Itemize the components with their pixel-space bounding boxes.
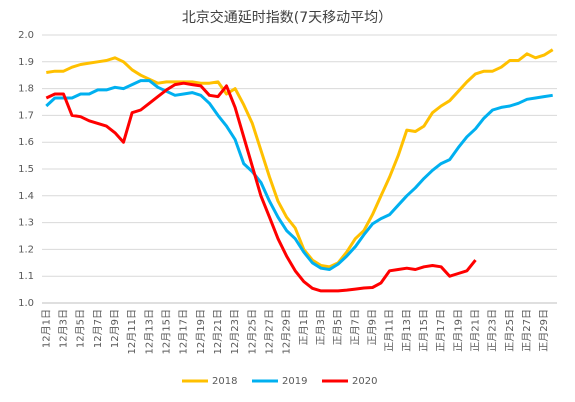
y-tick-label: 1.3 — [18, 218, 34, 229]
legend-label: 2019 — [282, 376, 307, 387]
x-tick-label: 12月15日 — [160, 309, 172, 354]
x-tick-label: 正月17日 — [435, 309, 447, 352]
y-tick-label: 1.0 — [18, 298, 34, 309]
y-tick-label: 1.6 — [18, 137, 34, 148]
x-tick-label: 正月21日 — [469, 309, 481, 352]
line-series — [46, 48, 554, 269]
x-tick-label: 正月1日 — [298, 309, 310, 345]
x-tick-label: 正月29日 — [538, 309, 550, 352]
x-tick-label: 正月13日 — [401, 309, 413, 352]
x-tick-label: 正月23日 — [487, 309, 499, 352]
y-tick-label: 2.0 — [18, 30, 34, 41]
x-tick-label: 12月17日 — [178, 309, 190, 354]
x-tick-label: 12月7日 — [92, 309, 104, 348]
line-series — [45, 81, 477, 293]
x-tick-label: 正月25日 — [504, 309, 516, 352]
y-tick-label: 1.7 — [18, 110, 34, 121]
x-tick-label: 正月11日 — [384, 309, 396, 352]
x-tick-label: 12月25日 — [246, 309, 258, 354]
line-series — [45, 79, 553, 271]
legend-label: 2020 — [352, 376, 377, 387]
x-tick-label: 正月5日 — [332, 309, 344, 345]
x-tick-label: 12月19日 — [195, 309, 207, 354]
x-tick-label: 正月27日 — [521, 309, 533, 352]
y-tick-label: 1.4 — [18, 191, 34, 202]
y-tick-label: 1.2 — [18, 244, 34, 255]
x-tick-label: 12月27日 — [263, 309, 275, 354]
legend-label: 2018 — [212, 376, 237, 387]
x-tick-label: 正月3日 — [315, 309, 327, 345]
x-tick-label: 正月9日 — [366, 309, 378, 345]
chart-title: 北京交通延时指数(7天移动平均） — [182, 9, 392, 26]
x-tick-label: 12月9日 — [109, 309, 121, 348]
x-tick-label: 12月11日 — [126, 309, 138, 354]
y-tick-label: 1.1 — [18, 271, 34, 282]
x-tick-label: 12月5日 — [75, 309, 87, 348]
x-tick-label: 12月13日 — [143, 309, 155, 354]
x-tick-label: 12月3日 — [57, 309, 69, 348]
x-tick-label: 12月1日 — [40, 309, 52, 348]
y-tick-label: 1.8 — [18, 84, 34, 95]
x-tick-label: 正月7日 — [349, 309, 361, 345]
x-tick-label: 正月15日 — [418, 309, 430, 352]
x-tick-label: 12月21日 — [212, 309, 224, 354]
y-tick-label: 1.9 — [18, 57, 34, 68]
y-tick-label: 1.5 — [18, 164, 34, 175]
x-tick-label: 正月19日 — [452, 309, 464, 352]
x-tick-label: 12月29日 — [281, 309, 293, 354]
x-tick-label: 12月23日 — [229, 309, 241, 354]
